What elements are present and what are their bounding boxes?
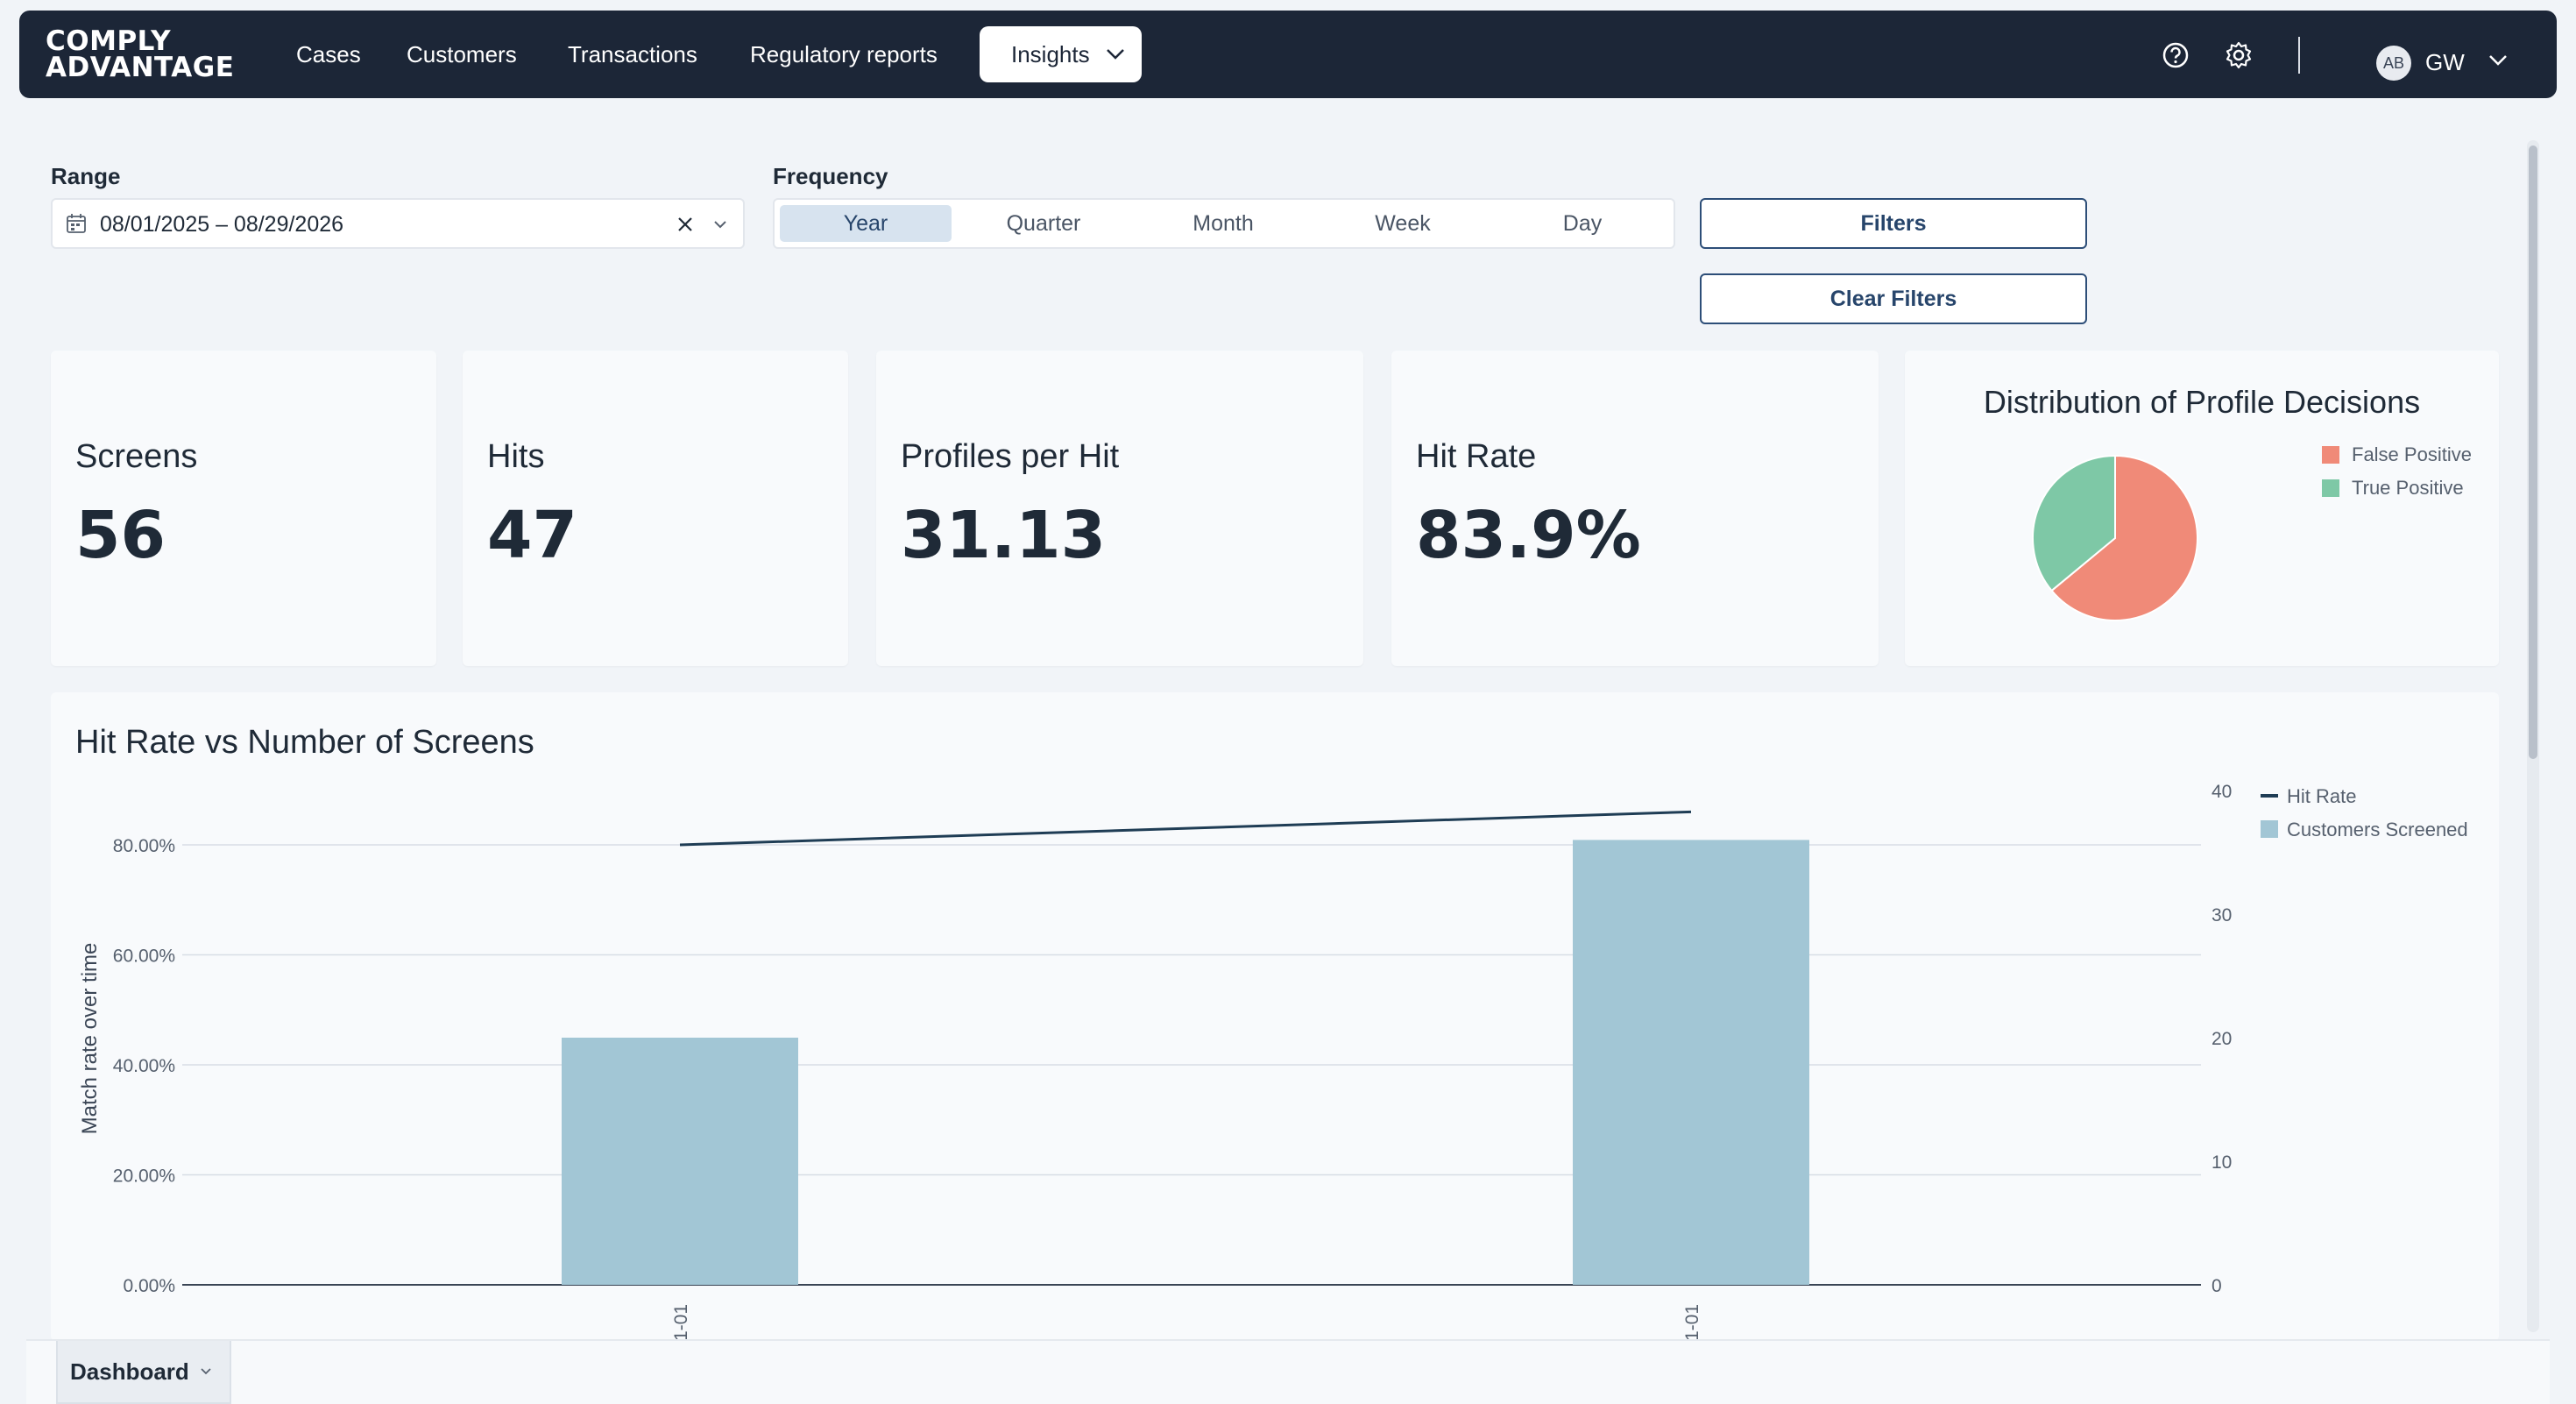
frequency-segmented-control: Year Quarter Month Week Day [773,198,1675,249]
kpi-value: 56 [75,498,166,573]
scrollbar-thumb[interactable] [2529,145,2537,759]
legend-swatch [2322,479,2339,497]
logo[interactable]: COMPLY ADVANTAGE [46,25,235,83]
chart-title: Hit Rate vs Number of Screens [75,724,534,761]
kpi-value: 83.9% [1416,498,1641,573]
frequency-week[interactable]: Week [1375,210,1431,236]
y-left-tick-label: 20.00% [113,1166,175,1187]
legend-label: False Positive [2352,443,2472,465]
legend-bar-swatch [2261,820,2278,838]
avatar[interactable]: AB [2376,46,2411,81]
pie-slice-false-positive[interactable] [2050,454,2198,621]
kpi-card-profiles-per-hit: Profiles per Hit 31.13 [876,351,1363,666]
kpi-title: Hits [487,438,545,475]
frequency-quarter[interactable]: Quarter [1006,210,1081,236]
nav-link-customers[interactable]: Customers [407,41,517,67]
top-navigation: COMPLY ADVANTAGE Cases Customers Transac… [19,11,2557,98]
legend-hit-rate[interactable]: Hit Rate [2287,785,2356,807]
bottom-tab-bar: Dashboard [26,1339,2550,1404]
pie-slice-true-positive[interactable] [2032,454,2116,592]
kpi-title: Screens [75,438,198,475]
user-menu-chevron-icon[interactable] [2488,54,2508,67]
y-right-tick-label: 30 [2212,905,2232,925]
gear-icon[interactable] [2224,40,2254,70]
y-right-tick-label: 20 [2212,1029,2232,1049]
clear-filters-button[interactable]: Clear Filters [1700,273,2087,324]
kpi-card-screens: Screens 56 [51,351,436,666]
hit-rate-chart: 0.00% 20.00% 40.00% 60.00% 80.00% 0 10 20 30 40 1-… [78,782,2468,1341]
hit-rate-chart-card: Hit Rate vs Number of Screens 0.00% 20.00… [51,692,2499,1341]
hit-rate-line[interactable] [679,810,1692,847]
chevron-down-icon [1106,49,1124,60]
bar[interactable] [562,1038,798,1285]
logo-line2: ADVANTAGE [46,52,235,83]
legend-true-positive[interactable]: True Positive [2322,477,2464,500]
dashboard-tab-label: Dashboard [70,1358,189,1385]
pie-chart [2032,454,2198,621]
chevron-down-icon [201,1368,211,1375]
kpi-value: 47 [487,498,577,573]
kpi-card-hits: Hits 47 [463,351,848,666]
legend-swatch [2322,446,2339,464]
y-axis-label: Match rate over time [78,943,102,1135]
y-left-tick-label: 60.00% [113,947,175,967]
kpi-value: 31.13 [901,498,1107,573]
y-left-tick-label: 40.00% [113,1056,175,1076]
insights-menu-button[interactable]: Insights [980,26,1142,82]
y-right-tick-label: 10 [2212,1152,2232,1173]
dashboard-tab[interactable]: Dashboard [56,1341,231,1404]
nav-link-cases[interactable]: Cases [296,41,361,67]
legend-label: True Positive [2352,477,2464,499]
logo-line1: COMPLY [46,25,172,57]
frequency-label: Frequency [773,163,888,189]
kpi-card-hit-rate: Hit Rate 83.9% [1391,351,1879,666]
x-tick-label: 1-01 [1682,1304,1702,1341]
calendar-icon [67,214,86,233]
legend-customers-screened[interactable]: Customers Screened [2287,819,2468,840]
y-right-tick-label: 40 [2212,782,2232,802]
date-range-picker[interactable]: 08/01/2025 – 08/29/2026 [51,198,745,249]
kpi-title: Hit Rate [1416,438,1537,475]
legend-false-positive[interactable]: False Positive [2322,443,2472,466]
bar[interactable] [1573,840,1809,1285]
chevron-down-icon[interactable] [713,219,727,230]
range-label: Range [51,163,121,189]
frequency-year[interactable]: Year [780,205,952,242]
kpi-title: Profiles per Hit [901,438,1120,475]
nav-divider [2298,37,2300,74]
filters-button[interactable]: Filters [1700,198,2087,249]
x-tick-label: 1-01 [671,1304,691,1341]
frequency-month[interactable]: Month [1192,210,1254,236]
pie-card: Distribution of Profile Decisions False … [1905,351,2499,666]
insights-label: Insights [1011,40,1090,67]
y-left-tick-label: 0.00% [123,1276,175,1296]
clear-range-icon[interactable] [676,216,694,233]
nav-link-transactions[interactable]: Transactions [568,41,697,67]
nav-link-regulatory-reports[interactable]: Regulatory reports [750,41,938,67]
y-right-tick-label: 0 [2212,1276,2222,1296]
date-range-value: 08/01/2025 – 08/29/2026 [100,212,344,237]
frequency-day[interactable]: Day [1562,210,1603,236]
y-left-tick-label: 80.00% [113,836,175,856]
user-name[interactable]: GW [2425,49,2465,75]
pie-title: Distribution of Profile Decisions [1983,384,2421,420]
help-icon[interactable] [2161,40,2190,70]
